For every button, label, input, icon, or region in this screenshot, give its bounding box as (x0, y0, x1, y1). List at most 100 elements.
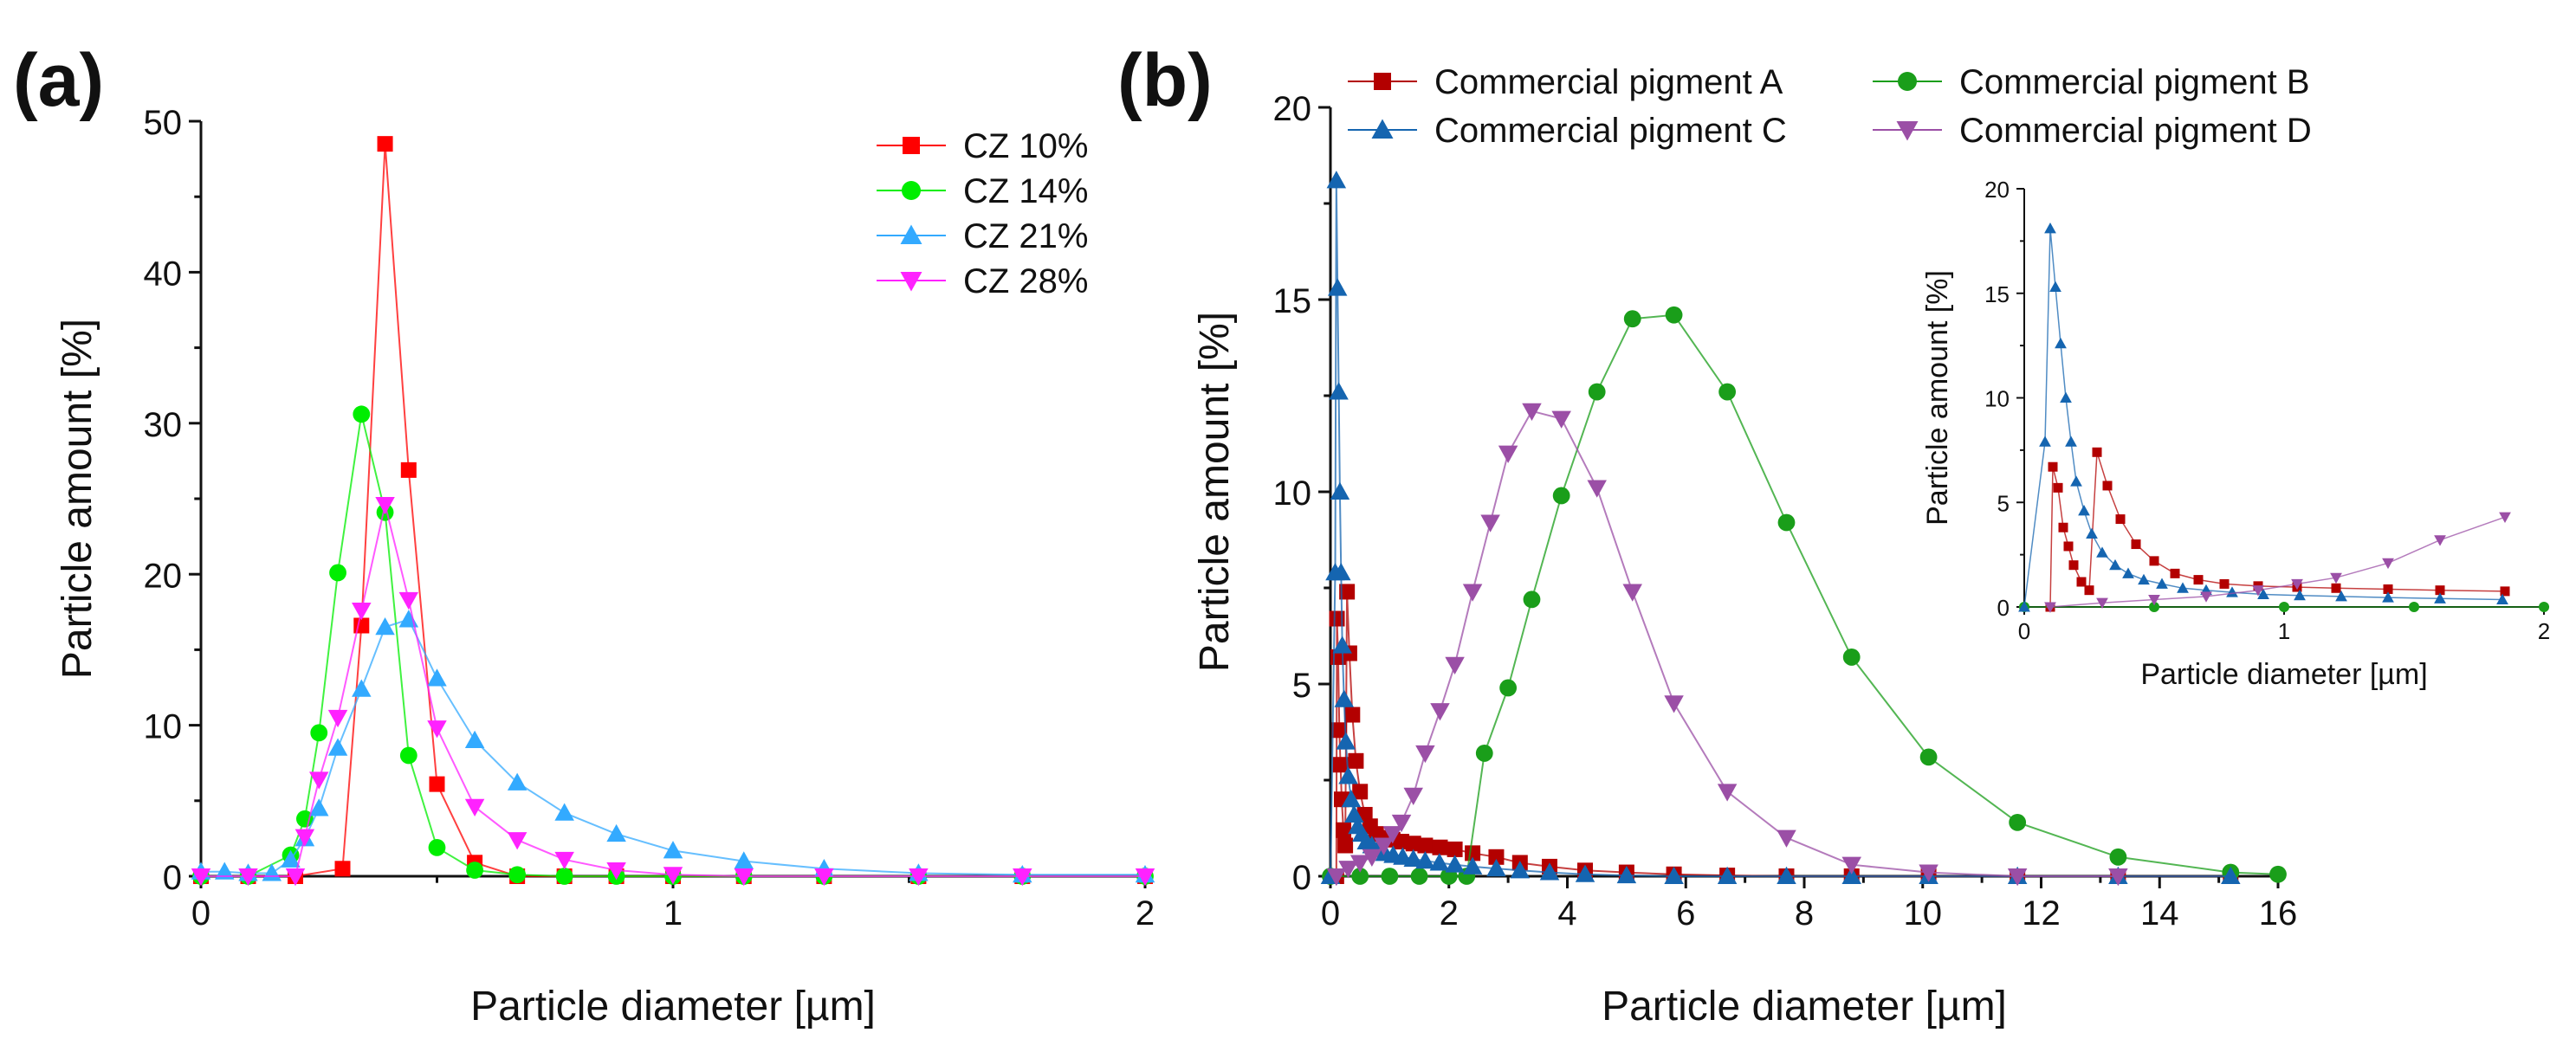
panel-a-data-point (309, 771, 329, 790)
panel-a-data-point (327, 709, 348, 728)
panel-b-x-axis-title: Particle diameter [µm] (1602, 984, 2007, 1029)
panel-b-data-point (1405, 836, 1421, 852)
legend-marker (1898, 72, 1917, 91)
legend-marker (903, 137, 920, 154)
panel-b-data-point (1344, 707, 1361, 723)
panel-a-data-point (327, 738, 348, 756)
panel-b-data-point (1430, 703, 1450, 721)
panel-b-y-tick-label: 10 (1273, 474, 1312, 513)
panel-b-data-point (2269, 865, 2287, 883)
panel-a-data-point (464, 730, 485, 749)
panel-a-data-point (663, 867, 683, 885)
panel-b-data-point (1717, 866, 1738, 884)
panel-b-data-point (1403, 787, 1423, 806)
legend-label: CZ 10% (963, 127, 1089, 165)
inset-data-point (2156, 578, 2168, 589)
panel-b-data-point (1777, 866, 1796, 884)
panel-b-y-tick-label: 5 (1292, 667, 1311, 705)
panel-b-data-point (1336, 822, 1352, 838)
panel-a-legend: CZ 10% CZ 14% CZ 21% CZ 28% (877, 127, 1089, 300)
panel-b-data-point (1616, 865, 1637, 884)
panel-a-data-point (191, 868, 211, 887)
panel-b-data-point (1588, 383, 1606, 401)
inset-y-tick-label: 20 (1984, 177, 2010, 203)
panel-b-data-point (1410, 868, 1428, 885)
panel-b-data-point (1331, 722, 1348, 739)
panel-b-data-point (1447, 841, 1463, 857)
panel-a-data-point (909, 868, 929, 887)
panel-a-data-point (353, 405, 371, 423)
inset-data-point (2055, 337, 2067, 349)
inset-data-point (2257, 588, 2269, 600)
panel-b-x-tick-label: 14 (2140, 894, 2179, 933)
panel-a-data-point (309, 798, 329, 816)
panel-b-data-point (1332, 636, 1352, 654)
panel-b-data-point (1841, 856, 1861, 875)
inset-data-point (2382, 558, 2394, 570)
inset-data-point (2252, 585, 2264, 597)
panel-b-data-point (1510, 861, 1531, 879)
panel-b-data-point (1623, 310, 1641, 328)
panel-b-data-point (2108, 868, 2128, 887)
legend-marker (1896, 121, 1919, 141)
inset-data-point (2496, 593, 2508, 605)
panel-b-data-point (1523, 591, 1541, 609)
inset-data-point (2076, 577, 2087, 587)
panel-b-data-point (1362, 849, 1382, 868)
panel-a-series-line-4 (201, 504, 1145, 877)
panel-b-data-point (1480, 514, 1500, 532)
panel-b-data-point (1338, 861, 1358, 879)
panel-a-series-line-3 (201, 618, 1145, 876)
panel-b-data-point (1326, 868, 1347, 887)
inset-data-point (2500, 586, 2510, 597)
inset-data-point (2170, 568, 2180, 578)
inset-data-point (2068, 560, 2079, 571)
panel-a-data-point (375, 616, 395, 636)
inset-data-point (2092, 447, 2102, 457)
panel-b-data-point (1445, 855, 1465, 873)
inset-data-point (2065, 436, 2077, 447)
panel-b-x-tick-label: 10 (1904, 894, 1943, 933)
panel-a-x-tick-label: 0 (191, 894, 210, 933)
inset-data-point (2148, 601, 2160, 613)
inset-data-point (2138, 573, 2150, 585)
panel-b-data-point (1462, 856, 1483, 875)
inset-data-point (2148, 595, 2160, 606)
inset-data-point (2086, 527, 2098, 539)
panel-b-data-point (1919, 748, 1938, 766)
panel-b-data-point (1664, 695, 1684, 713)
legend-marker (1371, 119, 1394, 139)
panel-b-data-point (1777, 829, 1796, 848)
panel-b-data-point (1777, 513, 1796, 532)
panel-b-label: (b) (1117, 39, 1213, 122)
panel-a-data-point (1013, 868, 1032, 887)
panel-a-data-point (262, 863, 282, 881)
inset-data-point (2078, 505, 2090, 516)
panel-b-data-point (1327, 278, 1348, 296)
legend-marker (1374, 73, 1391, 90)
inset-data-point (2084, 585, 2094, 596)
panel-b-data-point (1351, 868, 1369, 885)
panel-a-data-point (400, 461, 417, 478)
panel-a-y-tick-label: 40 (144, 255, 183, 294)
inset-data-point (2331, 583, 2341, 593)
panel-b-data-point (1348, 752, 1364, 769)
panel-b-data-point (1522, 403, 1542, 422)
inset-data-point (2149, 556, 2159, 566)
panel-b-data-point (1486, 858, 1506, 877)
panel-b-data-point (1499, 679, 1518, 697)
panel-b-data-point (1552, 487, 1570, 505)
panel-b-x-tick-label: 0 (1321, 894, 1340, 933)
legend-marker (900, 272, 922, 292)
panel-a-data-point (427, 720, 447, 739)
panel-b-data-point (1415, 745, 1435, 764)
panel-b-data-point (1445, 656, 1465, 675)
panel-b-x-tick-label: 16 (2259, 894, 2298, 933)
inset-data-point (2044, 223, 2056, 234)
inset-data-point (2278, 601, 2290, 613)
